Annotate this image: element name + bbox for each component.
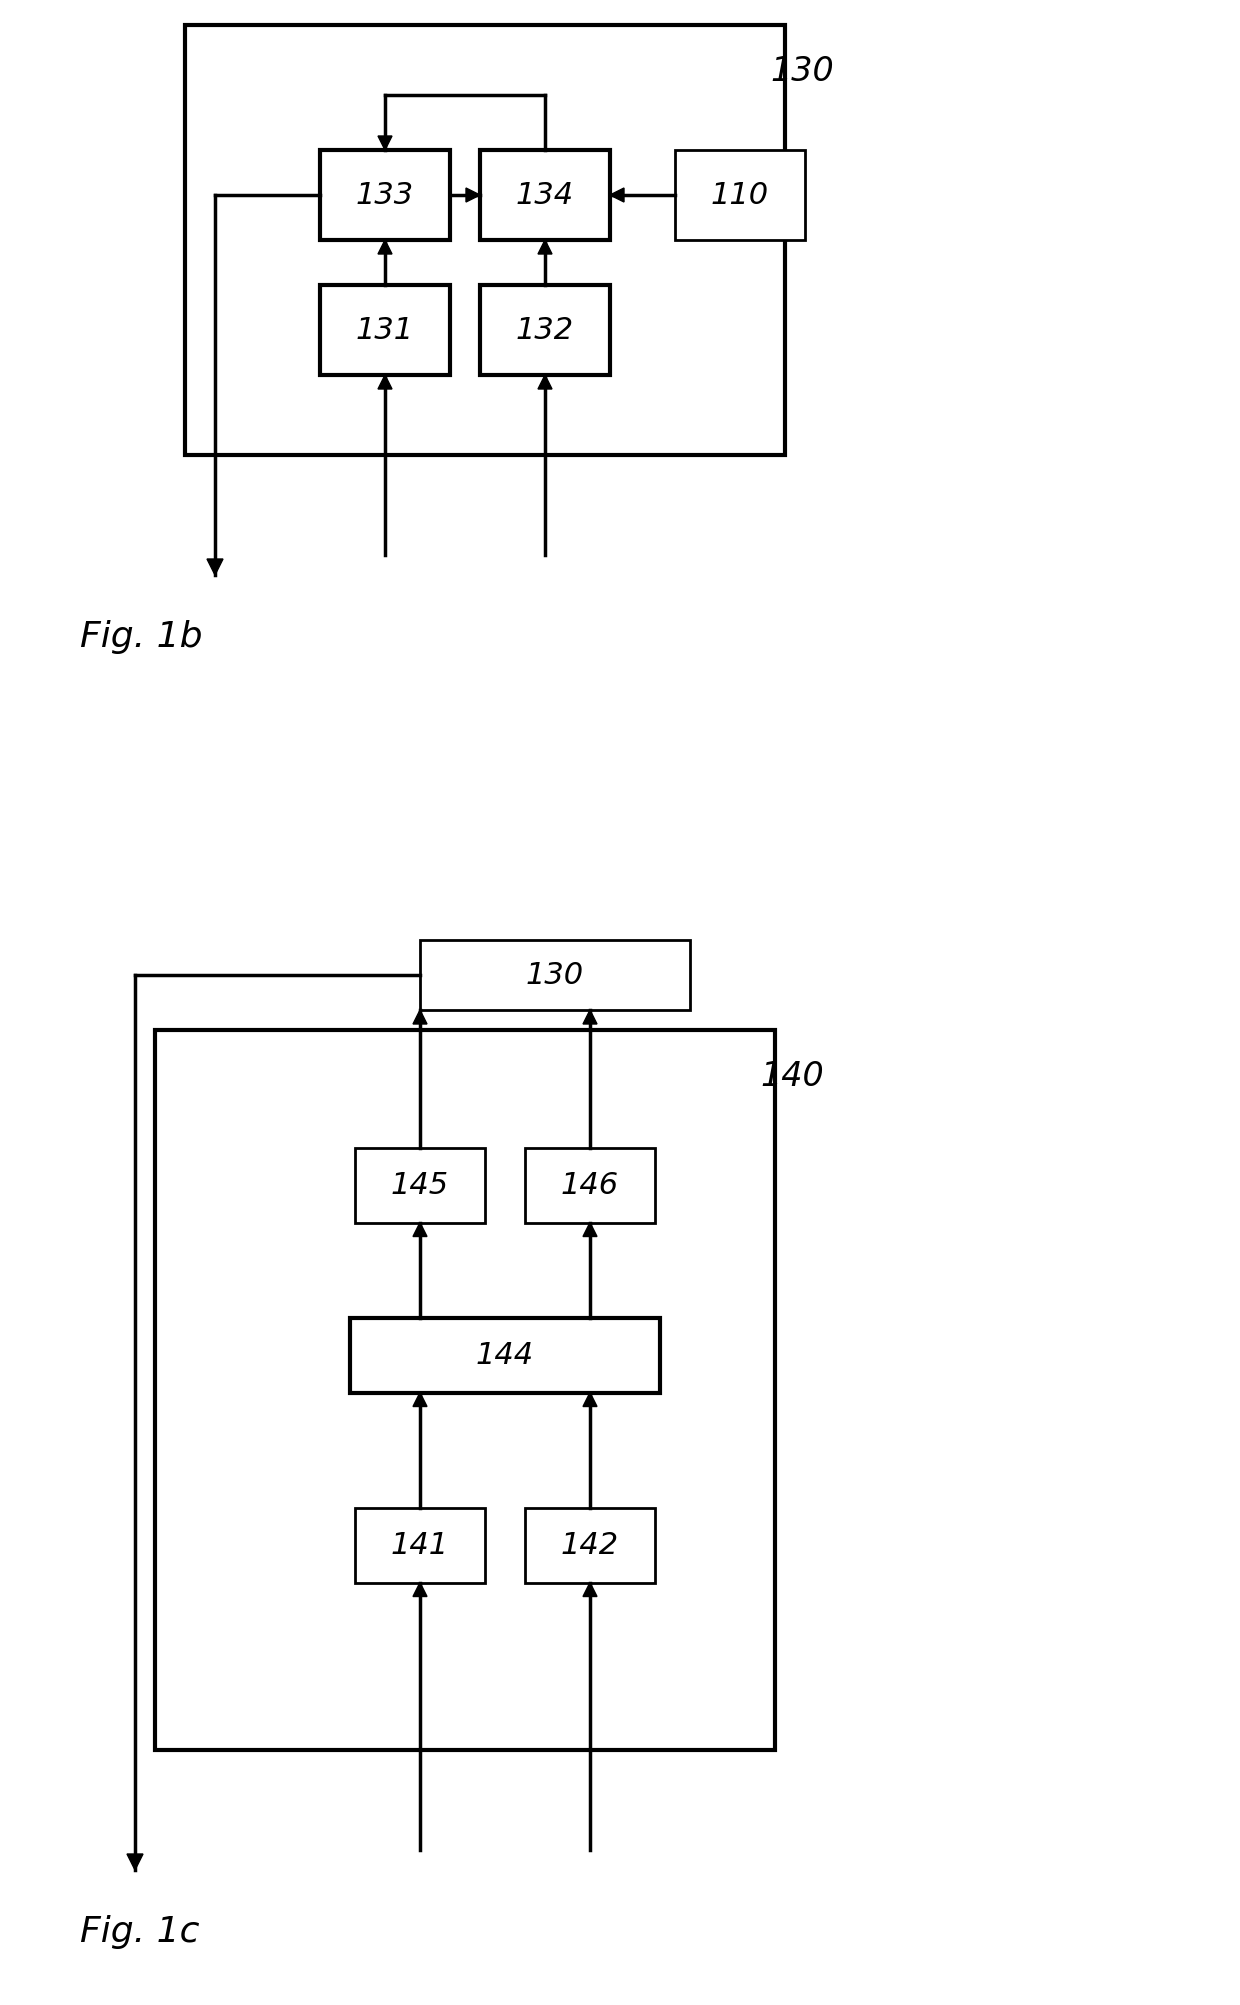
Text: 133: 133 — [356, 180, 414, 209]
Polygon shape — [583, 1393, 596, 1406]
Polygon shape — [538, 375, 552, 389]
Text: Fig. 1b: Fig. 1b — [81, 620, 202, 654]
Text: 141: 141 — [391, 1530, 449, 1560]
Polygon shape — [583, 1223, 596, 1237]
Bar — [525, 1147, 655, 1223]
Polygon shape — [583, 1582, 596, 1596]
Bar — [480, 285, 610, 375]
Polygon shape — [538, 241, 552, 255]
Text: Fig. 1c: Fig. 1c — [81, 1915, 200, 1949]
Bar — [420, 940, 689, 1011]
Polygon shape — [207, 559, 223, 575]
Text: 142: 142 — [560, 1530, 619, 1560]
Text: 145: 145 — [391, 1171, 449, 1199]
Bar — [320, 285, 450, 375]
Polygon shape — [466, 188, 480, 203]
Bar — [355, 1147, 485, 1223]
Polygon shape — [413, 1223, 427, 1237]
Text: 144: 144 — [476, 1341, 534, 1369]
Text: 110: 110 — [711, 180, 769, 209]
Polygon shape — [413, 1393, 427, 1406]
Polygon shape — [413, 1582, 427, 1596]
Polygon shape — [378, 375, 392, 389]
Text: 131: 131 — [356, 315, 414, 345]
Polygon shape — [610, 188, 624, 203]
Text: 132: 132 — [516, 315, 574, 345]
Bar — [350, 1317, 660, 1393]
Polygon shape — [378, 241, 392, 255]
Text: 146: 146 — [560, 1171, 619, 1199]
Text: 134: 134 — [516, 180, 574, 209]
Text: 140: 140 — [760, 1061, 823, 1093]
Bar — [675, 150, 805, 241]
Polygon shape — [413, 1011, 427, 1025]
Bar — [155, 1031, 775, 1750]
Text: 130: 130 — [770, 54, 833, 88]
Bar — [525, 1508, 655, 1582]
Bar — [185, 24, 785, 455]
Polygon shape — [378, 136, 392, 150]
Bar — [355, 1508, 485, 1582]
Text: 130: 130 — [526, 960, 584, 990]
Bar — [480, 150, 610, 241]
Polygon shape — [126, 1855, 143, 1871]
Polygon shape — [583, 1011, 596, 1025]
Bar — [320, 150, 450, 241]
